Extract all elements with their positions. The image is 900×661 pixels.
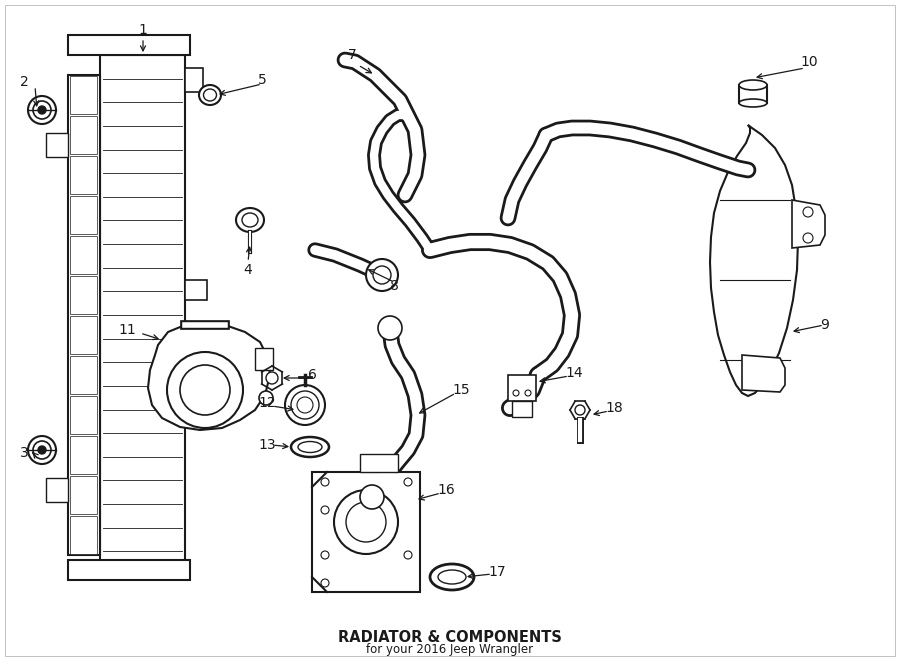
Text: 17: 17	[488, 565, 506, 579]
Polygon shape	[792, 200, 825, 248]
Circle shape	[321, 551, 329, 559]
Ellipse shape	[739, 99, 767, 107]
Ellipse shape	[291, 437, 329, 457]
Bar	[70, 356, 97, 394]
Bar	[185, 68, 203, 92]
Circle shape	[378, 316, 402, 340]
Text: 2: 2	[20, 75, 29, 89]
Ellipse shape	[739, 80, 767, 90]
Ellipse shape	[236, 208, 264, 232]
Bar	[185, 280, 207, 300]
Circle shape	[404, 551, 412, 559]
Bar	[508, 375, 536, 401]
Circle shape	[321, 506, 329, 514]
Text: 7: 7	[348, 48, 356, 62]
Circle shape	[575, 405, 585, 415]
Circle shape	[259, 391, 273, 405]
Bar	[70, 396, 97, 434]
Ellipse shape	[203, 89, 217, 101]
Text: 18: 18	[605, 401, 623, 415]
Polygon shape	[710, 125, 798, 396]
Bar	[70, 436, 97, 474]
Circle shape	[803, 207, 813, 217]
Text: 5: 5	[258, 73, 266, 87]
Circle shape	[167, 352, 243, 428]
Circle shape	[28, 436, 56, 464]
Bar	[70, 116, 97, 154]
Ellipse shape	[430, 564, 474, 590]
Circle shape	[334, 490, 398, 554]
Circle shape	[803, 233, 813, 243]
Circle shape	[404, 478, 412, 486]
Text: 10: 10	[800, 55, 817, 69]
Bar	[70, 476, 97, 514]
Circle shape	[321, 478, 329, 486]
Bar	[68, 35, 190, 55]
Ellipse shape	[438, 570, 466, 584]
Circle shape	[266, 372, 278, 384]
Circle shape	[346, 502, 386, 542]
Text: 14: 14	[565, 366, 582, 380]
Text: RADIATOR & COMPONENTS: RADIATOR & COMPONENTS	[338, 631, 562, 646]
Text: 3: 3	[20, 446, 29, 460]
Text: 1: 1	[139, 23, 148, 37]
Circle shape	[180, 365, 230, 415]
Text: 12: 12	[258, 396, 275, 410]
Bar	[360, 454, 398, 472]
Text: 16: 16	[437, 483, 454, 497]
Bar	[739, 85, 767, 103]
Text: for your 2016 Jeep Wrangler: for your 2016 Jeep Wrangler	[366, 644, 534, 656]
Bar	[68, 75, 100, 555]
Circle shape	[38, 106, 46, 114]
Circle shape	[373, 266, 391, 284]
Bar	[70, 316, 97, 354]
Circle shape	[360, 485, 384, 509]
Bar	[70, 156, 97, 194]
Text: 6: 6	[308, 368, 317, 382]
Circle shape	[285, 385, 325, 425]
Text: 9: 9	[820, 318, 829, 332]
Bar	[70, 236, 97, 274]
Circle shape	[513, 390, 519, 396]
Circle shape	[33, 441, 51, 459]
Bar	[70, 196, 97, 234]
Circle shape	[366, 259, 398, 291]
Bar	[46, 478, 68, 502]
Circle shape	[28, 96, 56, 124]
Bar	[46, 133, 68, 157]
Bar	[512, 401, 532, 417]
Circle shape	[291, 391, 319, 419]
Circle shape	[38, 446, 46, 454]
Bar	[70, 276, 97, 314]
Ellipse shape	[199, 85, 221, 105]
Circle shape	[321, 579, 329, 587]
Polygon shape	[148, 322, 270, 430]
Text: 4: 4	[244, 263, 252, 277]
Ellipse shape	[298, 442, 322, 453]
Bar	[100, 55, 185, 575]
Polygon shape	[742, 355, 785, 392]
Circle shape	[525, 390, 531, 396]
Circle shape	[297, 397, 313, 413]
Bar	[68, 560, 190, 580]
Circle shape	[33, 101, 51, 119]
Ellipse shape	[242, 213, 258, 227]
Bar	[255, 348, 273, 370]
Text: 15: 15	[452, 383, 470, 397]
Bar	[312, 472, 420, 592]
Text: 8: 8	[390, 279, 399, 293]
Text: 11: 11	[118, 323, 136, 337]
Text: 13: 13	[258, 438, 275, 452]
Bar	[70, 516, 97, 554]
Bar	[70, 76, 97, 114]
